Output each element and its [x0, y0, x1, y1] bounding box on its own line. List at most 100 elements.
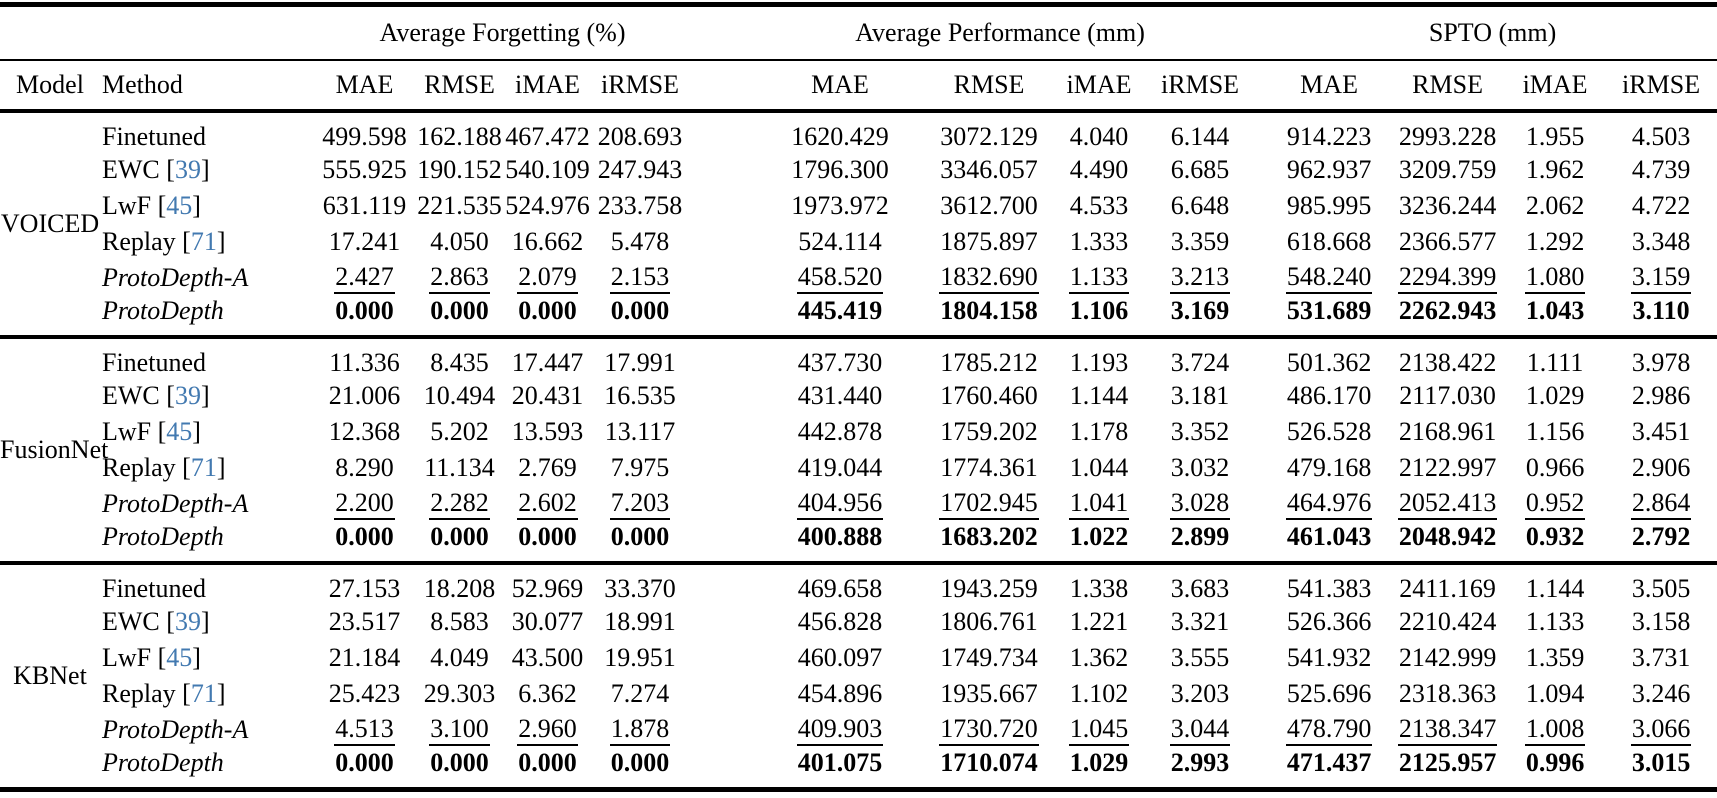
metric-value: 1730.720 — [930, 712, 1048, 748]
metric-value: 1620.429 — [791, 122, 889, 151]
column-header-row: Model Method MAE RMSE iMAE iRMSE MAE RMS… — [0, 60, 1717, 113]
metric-value: 8.290 — [335, 453, 394, 482]
column-gap — [690, 337, 750, 378]
metric-value: 0.000 — [430, 296, 489, 325]
column-header-af-irmse: iRMSE — [590, 60, 691, 113]
metric-value: 526.528 — [1286, 417, 1372, 446]
column-gap — [690, 522, 750, 563]
column-gap — [1250, 152, 1268, 188]
metric-value: 2210.424 — [1398, 607, 1497, 636]
metric-value: 1.106 — [1069, 296, 1129, 325]
metric-value: 1.041 — [1048, 486, 1150, 522]
metric-value: 479.168 — [1286, 453, 1372, 482]
column-gap — [690, 224, 750, 260]
metric-value: 3.100 — [414, 712, 505, 748]
metric-value: 3.066 — [1605, 712, 1717, 748]
method-label: EWC [39] — [102, 381, 210, 410]
metric-value: 1.962 — [1525, 155, 1585, 184]
metric-value: 3072.129 — [940, 122, 1038, 151]
metric-value: 631.119 — [322, 191, 407, 220]
table-row: ProtoDepth-A 2.427 2.863 2.079 2.153 458.520 1… — [0, 260, 1717, 296]
metric-value: 437.730 — [797, 348, 883, 377]
column-header-ap-rmse: RMSE — [930, 60, 1049, 113]
metric-value: 2142.999 — [1398, 643, 1497, 672]
metric-value: 20.431 — [511, 381, 584, 410]
metric-value: 2.062 — [1525, 191, 1585, 220]
metric-value: 464.976 — [1268, 486, 1390, 522]
metric-value: 1.029 — [1069, 748, 1129, 777]
metric-value: 1.878 — [590, 712, 690, 748]
citation-link[interactable]: 45 — [166, 417, 193, 446]
metric-value: 1.133 — [1525, 607, 1585, 636]
table-header: Average Forgetting (%) Average Performan… — [0, 4, 1717, 113]
metric-value: 13.117 — [604, 417, 676, 446]
metric-value: 1.094 — [1525, 679, 1585, 708]
metric-value: 2.153 — [590, 260, 690, 296]
column-gap — [690, 414, 750, 450]
method-label: ProtoDepth-A — [102, 263, 249, 292]
table-row: FusionNet Finetuned 11.336 8.435 17.447 17.99… — [0, 337, 1717, 464]
metric-value: 52.969 — [511, 574, 584, 603]
metric-value: 401.075 — [797, 748, 883, 777]
column-header-spto-imae: iMAE — [1505, 60, 1606, 113]
citation-link[interactable]: 39 — [174, 381, 201, 410]
citation-link[interactable]: 39 — [174, 155, 201, 184]
metric-value: 16.535 — [604, 381, 676, 410]
metric-value: 1774.361 — [940, 453, 1038, 482]
column-gap — [1250, 337, 1268, 378]
citation-link[interactable]: 71 — [190, 227, 217, 256]
method-label: EWC [39] — [102, 607, 210, 636]
metric-value: 442.878 — [797, 417, 883, 446]
metric-value: 531.689 — [1286, 296, 1372, 325]
column-gap — [1250, 224, 1268, 260]
metric-value: 1875.897 — [940, 227, 1038, 256]
metric-value: 1.955 — [1525, 122, 1585, 151]
column-gap — [690, 563, 750, 604]
column-gap — [1250, 111, 1268, 152]
metric-value: 1804.158 — [940, 296, 1038, 325]
column-gap — [690, 604, 750, 640]
metric-value: 0.000 — [518, 522, 577, 551]
metric-value: 233.758 — [597, 191, 683, 220]
column-gap — [1250, 486, 1268, 522]
metric-value: 6.685 — [1170, 155, 1230, 184]
metric-value: 1832.690 — [930, 260, 1048, 296]
metric-value: 1.333 — [1069, 227, 1129, 256]
metric-value: 3.110 — [1632, 296, 1690, 325]
column-gap — [1250, 378, 1268, 414]
metric-value: 962.937 — [1286, 155, 1372, 184]
citation-link[interactable]: 71 — [190, 679, 217, 708]
metric-value: 6.362 — [518, 679, 577, 708]
metric-value: 2262.943 — [1398, 296, 1497, 325]
metric-value: 3.044 — [1150, 712, 1250, 748]
metric-value: 1.045 — [1048, 712, 1150, 748]
metric-value: 17.991 — [604, 348, 676, 377]
metric-value: 23.517 — [328, 607, 401, 636]
column-gap — [1250, 712, 1268, 748]
method-label: Finetuned — [102, 348, 206, 377]
metric-value: 19.951 — [604, 643, 676, 672]
metric-value: 2138.422 — [1398, 348, 1497, 377]
citation-link[interactable]: 39 — [174, 607, 201, 636]
citation-link[interactable]: 45 — [166, 191, 193, 220]
metric-value: 30.077 — [511, 607, 584, 636]
metric-value: 1.022 — [1069, 522, 1129, 551]
metric-value: 1.338 — [1069, 574, 1129, 603]
column-gap — [1250, 414, 1268, 450]
metric-value: 3.505 — [1631, 574, 1691, 603]
citation-link[interactable]: 71 — [190, 453, 217, 482]
metric-value: 458.520 — [750, 260, 930, 296]
metric-value: 2117.030 — [1399, 381, 1496, 410]
table-row: ProtoDepth 0.000 0.000 0.000 0.000 445.419 180… — [0, 296, 1717, 337]
metric-value: 1796.300 — [791, 155, 889, 184]
metric-value: 524.114 — [798, 227, 882, 256]
column-gap — [690, 111, 750, 152]
citation-link[interactable]: 45 — [166, 643, 193, 672]
column-gap — [690, 712, 750, 748]
metric-value: 1710.074 — [940, 748, 1038, 777]
method-label: ProtoDepth-A — [102, 489, 249, 518]
column-gap — [1250, 563, 1268, 604]
metric-value: 541.932 — [1286, 643, 1372, 672]
metric-value: 2.792 — [1631, 522, 1691, 551]
metric-value: 25.423 — [328, 679, 401, 708]
